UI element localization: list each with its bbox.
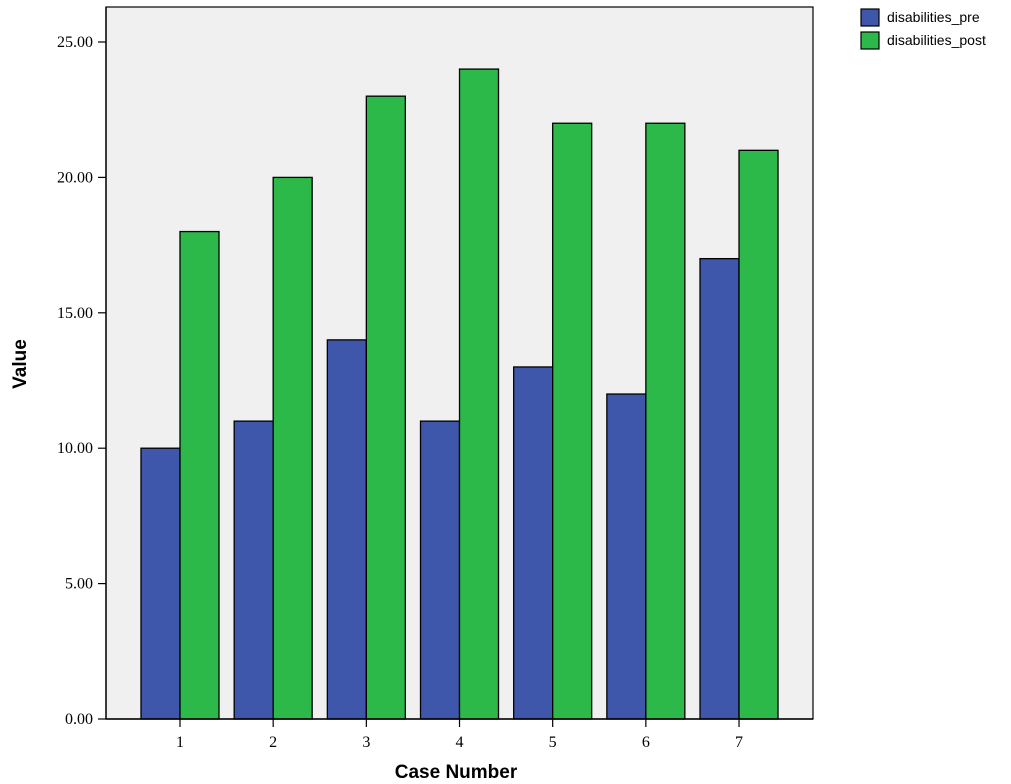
legend-swatch-disabilities_pre [860, 8, 880, 27]
x-ticks: 1 2 3 4 5 6 7 [176, 719, 743, 751]
bar-disabilities_pre-7 [699, 257, 740, 720]
x-tick-label: 5 [549, 734, 557, 751]
bar-disabilities_post-6 [645, 122, 686, 720]
bar-disabilities_pre-5 [513, 366, 554, 720]
bars-layer [140, 68, 779, 720]
legend: disabilities_pre disabilities_post [860, 8, 986, 50]
y-tick-label: 10.00 [57, 440, 93, 457]
bar-disabilities_post-4 [458, 68, 500, 720]
x-tick-label: 2 [269, 734, 277, 751]
y-tick-label: 15.00 [57, 305, 93, 322]
bar-disabilities_post-3 [365, 95, 406, 720]
bar-disabilities_pre-3 [326, 339, 367, 720]
x-tick-label: 4 [456, 734, 464, 751]
y-tick-label: 25.00 [57, 34, 93, 51]
bar-disabilities_post-7 [738, 149, 779, 720]
bar-disabilities_pre-2 [233, 420, 274, 720]
bar-disabilities_pre-4 [419, 420, 461, 720]
x-axis-title: Case Number [395, 762, 518, 783]
legend-label-disabilities_pre: disabilities_pre [887, 9, 980, 25]
legend-label-disabilities_post: disabilities_post [887, 32, 986, 48]
bar-disabilities_post-1 [179, 230, 220, 720]
y-ticks: 0.00 5.00 10.00 15.00 20.00 25.00 [57, 34, 106, 728]
y-axis-title: Value [10, 339, 31, 389]
x-tick-label: 7 [735, 734, 743, 751]
x-tick-label: 3 [362, 734, 370, 751]
legend-swatch-disabilities_post [860, 31, 880, 50]
y-tick-label: 5.00 [65, 576, 93, 593]
x-tick-label: 6 [642, 734, 650, 751]
bar-disabilities_post-5 [552, 122, 593, 720]
x-tick-label: 1 [176, 734, 184, 751]
bar-disabilities_pre-6 [606, 393, 647, 720]
bar-disabilities_post-2 [272, 176, 313, 720]
y-tick-label: 20.00 [57, 169, 93, 186]
y-tick-label: 0.00 [65, 711, 93, 728]
bar-disabilities_pre-1 [140, 447, 181, 720]
